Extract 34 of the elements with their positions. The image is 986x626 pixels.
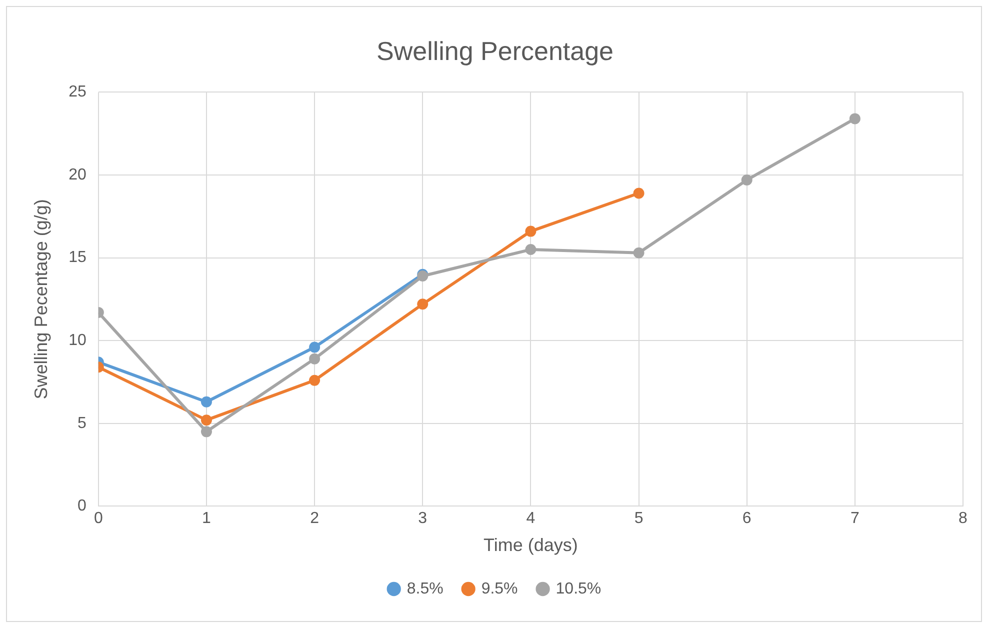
y-tick-label: 10: [68, 332, 86, 350]
point: [741, 174, 752, 186]
point: [849, 113, 860, 124]
x-axis-title: Time (days): [484, 535, 578, 556]
x-tick-label: 7: [850, 510, 860, 528]
point: [309, 374, 320, 386]
point: [309, 342, 320, 353]
point: [633, 188, 644, 199]
point: [525, 244, 536, 256]
y-tick-label: 15: [68, 249, 86, 266]
x-tick-label: 2: [310, 510, 320, 528]
x-tick-label: 6: [742, 510, 752, 528]
chart-title: Swelling Percentage: [376, 36, 614, 66]
legend-label: 9.5%: [481, 580, 518, 598]
point: [200, 396, 212, 408]
point: [633, 247, 644, 258]
x-tick-label: 1: [202, 510, 212, 528]
y-tick-label: 20: [68, 166, 86, 184]
x-tick-label: 3: [418, 510, 428, 528]
y-axis-title: Swelling Pecentage (g/g): [30, 199, 51, 400]
point: [417, 298, 428, 310]
point: [309, 353, 320, 364]
point: [200, 426, 212, 438]
y-tick-label: 5: [77, 414, 86, 432]
x-tick-label: 0: [94, 510, 103, 528]
point: [525, 226, 536, 237]
x-tick-label: 4: [526, 510, 536, 528]
x-tick-label: 5: [634, 510, 644, 528]
point: [200, 414, 212, 426]
y-tick-label: 25: [68, 84, 86, 101]
y-tick-label: 0: [77, 498, 86, 515]
legend-label: 8.5%: [406, 580, 444, 598]
x-tick-label: 8: [958, 510, 968, 528]
legend-label: 10.5%: [556, 580, 602, 598]
